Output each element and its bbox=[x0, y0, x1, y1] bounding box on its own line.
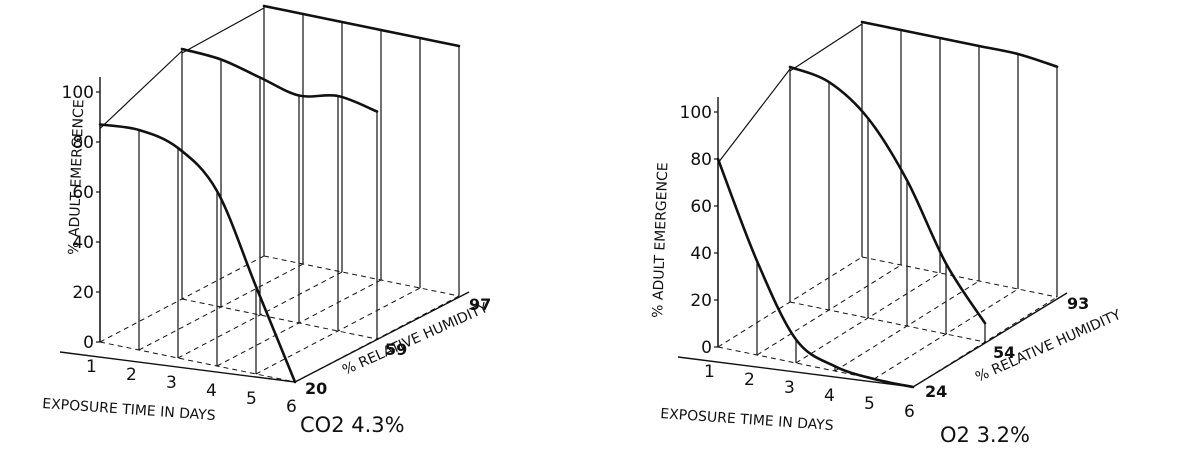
y-tick-label: 20 bbox=[72, 283, 94, 303]
x-axis-title: EXPOSURE TIME IN DAYS bbox=[660, 406, 834, 434]
series-label: 20 bbox=[305, 379, 327, 398]
y-tick-label: 80 bbox=[72, 133, 94, 153]
series-line bbox=[860, 20, 1059, 68]
chart-title: O2 3.2% bbox=[940, 423, 1030, 447]
depth-axis-title: % RELATIVE HUMIDITY bbox=[340, 300, 491, 379]
y-tick-label: 60 bbox=[72, 183, 94, 203]
floor-grid-line bbox=[789, 301, 986, 343]
chart-panel-2: 93 54 24 0 20 40 60 80 100 1 2 3 4 5 6 EXPOSURE TIME IN… bbox=[650, 20, 1124, 447]
series-line bbox=[262, 4, 461, 48]
floor-grid-line bbox=[181, 298, 378, 340]
x-tick-label: 4 bbox=[206, 381, 217, 401]
x-tick-label: 1 bbox=[704, 362, 715, 382]
series-line bbox=[716, 157, 915, 389]
y-tick-label: 100 bbox=[62, 83, 94, 103]
y-tick-label: 0 bbox=[83, 333, 94, 353]
x-tick-label: 5 bbox=[246, 389, 257, 409]
y-tick-label: 0 bbox=[701, 338, 712, 358]
y-tick-label: 100 bbox=[680, 103, 712, 123]
y-axis-title: % ADULT EMERGENCE bbox=[66, 99, 87, 255]
x-tick-label: 6 bbox=[286, 397, 297, 417]
plane-edge-line bbox=[181, 7, 265, 54]
series-label: 54 bbox=[993, 343, 1015, 362]
y-axis-title: % ADULT EMERGENCE bbox=[650, 162, 671, 318]
y-tick-label: 80 bbox=[690, 150, 712, 170]
chart-panel-1: 97 59 20 0 20 40 60 80 100 1 2 3 4 5 6 EXPOSURE TIME IN… bbox=[42, 4, 491, 437]
series-line bbox=[180, 47, 379, 113]
x-tick-label: 6 bbox=[904, 402, 915, 422]
depth-axis-line bbox=[912, 292, 1068, 388]
series-label: 24 bbox=[925, 382, 947, 401]
x-tick-label: 2 bbox=[126, 365, 137, 385]
x-tick-label: 2 bbox=[744, 370, 755, 390]
series-label: 97 bbox=[469, 295, 491, 314]
plane-edge-line bbox=[717, 68, 791, 164]
series-label: 59 bbox=[385, 340, 407, 359]
plane-edge-line bbox=[789, 23, 863, 72]
series-line bbox=[788, 65, 987, 325]
y-tick-label: 20 bbox=[690, 291, 712, 311]
floor-grid-line bbox=[861, 256, 1058, 298]
x-axis-line bbox=[59, 351, 296, 383]
y-tick-label: 60 bbox=[690, 197, 712, 217]
series-label: 93 bbox=[1067, 294, 1089, 313]
x-tick-label: 1 bbox=[86, 357, 97, 377]
x-tick-label: 5 bbox=[864, 394, 875, 414]
x-tick-label: 3 bbox=[166, 373, 177, 393]
x-axis-line bbox=[677, 356, 914, 388]
series-line bbox=[98, 123, 297, 384]
y-tick-label: 40 bbox=[690, 244, 712, 264]
chart-title: CO2 4.3% bbox=[300, 413, 405, 437]
x-tick-label: 3 bbox=[784, 378, 795, 398]
x-axis-title: EXPOSURE TIME IN DAYS bbox=[42, 396, 216, 424]
y-tick-label: 40 bbox=[72, 233, 94, 253]
plane-edge-line bbox=[99, 50, 183, 129]
x-tick-label: 4 bbox=[824, 386, 835, 406]
floor-grid-line bbox=[99, 341, 296, 383]
depth-axis-line bbox=[294, 291, 470, 383]
floor-grid-line bbox=[263, 255, 460, 297]
